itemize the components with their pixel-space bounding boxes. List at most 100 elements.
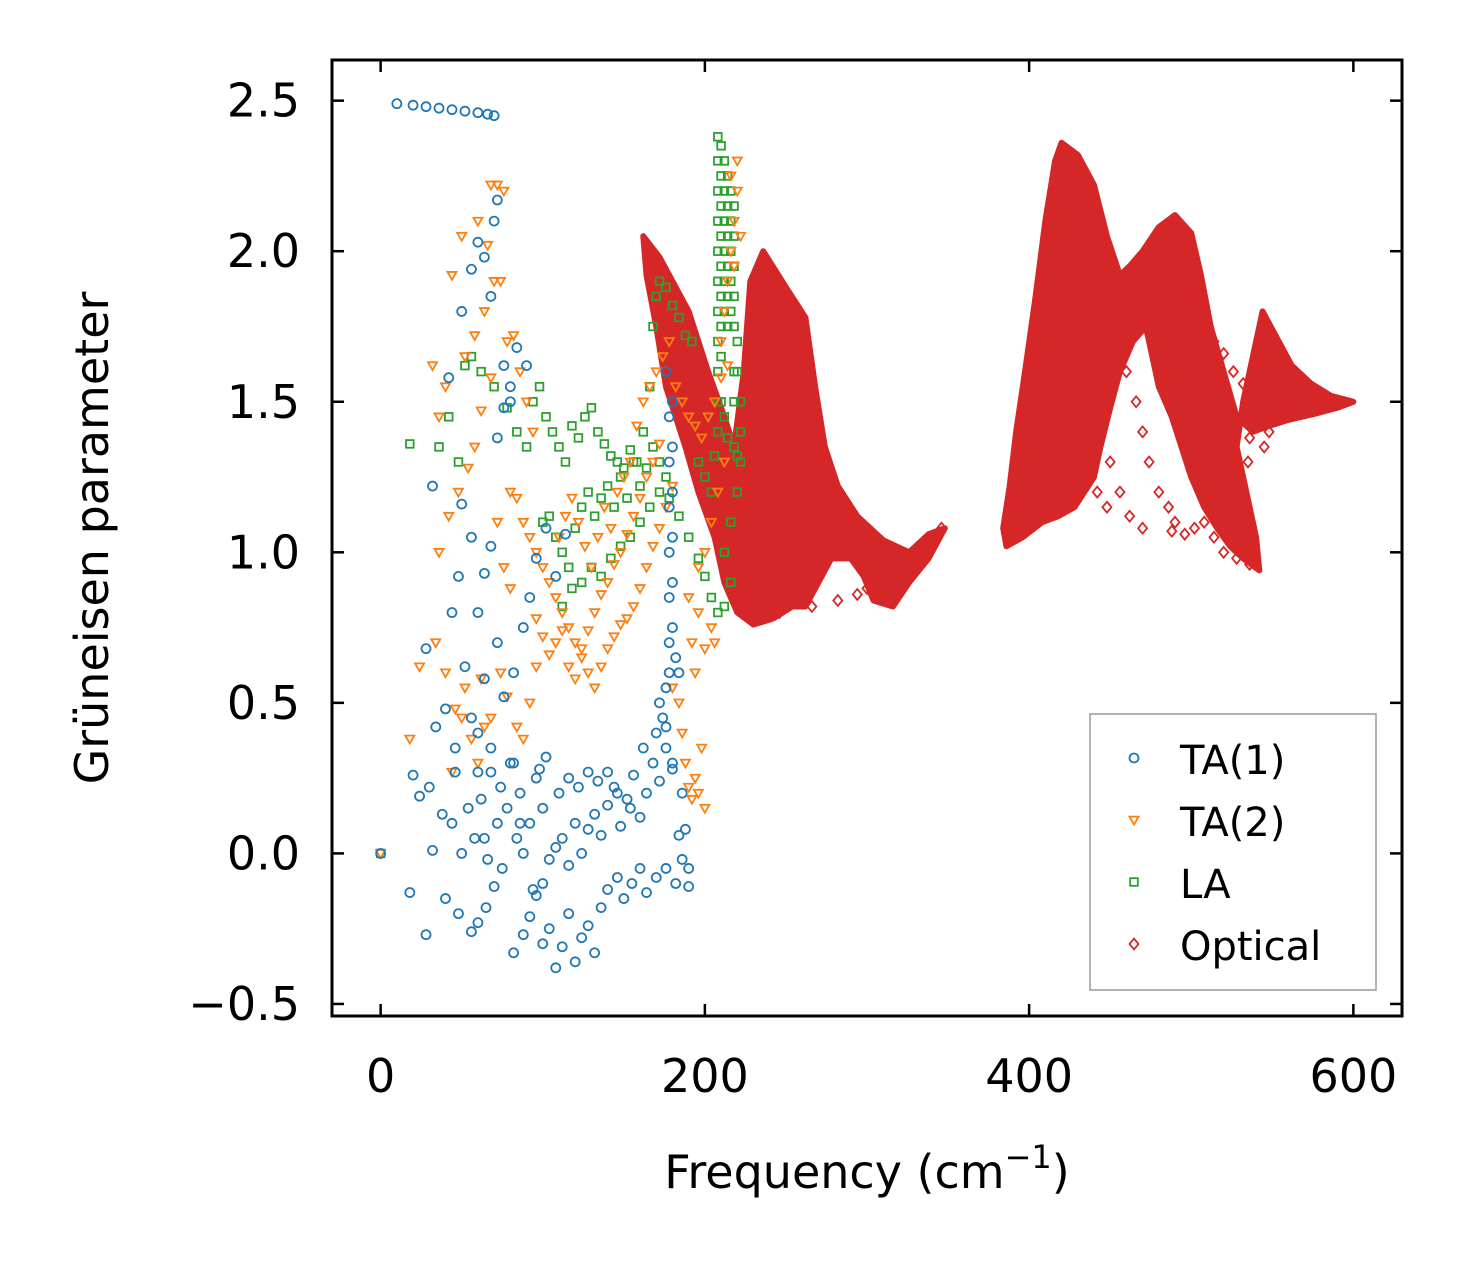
data-point (588, 683, 601, 695)
legend-label: TA(2) (1179, 800, 1285, 846)
data-point (793, 587, 805, 602)
data-point (851, 587, 863, 602)
data-point (721, 277, 734, 288)
data-point (628, 769, 639, 781)
data-point (480, 902, 492, 914)
data-point (640, 472, 653, 484)
data-point (682, 412, 695, 424)
data-point (612, 457, 623, 467)
data-point (414, 790, 425, 802)
data-point (468, 331, 481, 342)
data-point (654, 276, 665, 287)
data-point (449, 742, 461, 754)
data-point (1169, 515, 1181, 529)
data-point (514, 367, 527, 378)
data-point (660, 863, 672, 874)
data-point (1227, 364, 1240, 379)
data-point (619, 463, 629, 473)
data-point (556, 626, 569, 637)
x-axis-label: Frequency (cm−1) (664, 1138, 1069, 1199)
data-point (667, 622, 678, 633)
data-point (711, 487, 724, 499)
data-point (680, 823, 691, 835)
data-point (511, 832, 523, 844)
data-point (713, 607, 723, 618)
data-point (554, 442, 564, 452)
data-point (627, 511, 640, 523)
data-point (582, 668, 595, 680)
data-point (719, 601, 730, 612)
data-point (440, 703, 451, 715)
legend-marker-optical (1128, 937, 1140, 951)
data-point (436, 808, 448, 820)
data-point (719, 186, 730, 196)
data-point (407, 99, 419, 111)
data-point (713, 276, 723, 287)
data-point (494, 668, 507, 680)
data-point (578, 542, 591, 553)
data-point (430, 721, 442, 733)
data-point (543, 854, 555, 865)
data-point (1075, 304, 1087, 319)
data-point (614, 620, 627, 631)
data-point (595, 902, 607, 914)
data-point (455, 713, 468, 725)
data-point (1123, 509, 1136, 523)
data-point (498, 691, 510, 703)
data-point (524, 817, 536, 829)
data-point (449, 704, 462, 716)
data-point (420, 643, 432, 655)
data-point (626, 878, 638, 889)
data-point (540, 522, 552, 534)
data-point (508, 947, 519, 959)
y-tick-label: 0.0 (227, 826, 300, 880)
data-point (517, 517, 530, 529)
data-point (731, 156, 744, 168)
data-point (494, 277, 507, 288)
data-point (589, 511, 600, 521)
legend-marker-la (1129, 877, 1139, 887)
data-point (565, 493, 578, 505)
data-point (624, 457, 637, 469)
data-point (491, 517, 504, 529)
data-point (606, 451, 616, 461)
data-point (537, 938, 549, 950)
data-point (698, 644, 711, 655)
data-point (453, 908, 464, 920)
data-point (595, 590, 608, 601)
x-tick-label: 200 (661, 1049, 749, 1103)
data-point (476, 366, 486, 377)
data-point (648, 321, 658, 332)
data-point (641, 787, 652, 799)
data-point (472, 766, 484, 778)
data-point (1104, 455, 1116, 469)
data-point (645, 502, 655, 512)
data-point (484, 713, 497, 725)
data-point (663, 501, 675, 513)
data-point (685, 794, 698, 806)
data-point (643, 382, 656, 394)
data-point (728, 261, 741, 273)
data-point (700, 472, 710, 482)
data-point (478, 673, 490, 685)
data-point (751, 515, 763, 529)
data-point (1130, 394, 1142, 409)
data-point (478, 251, 490, 263)
data-point (582, 920, 594, 932)
data-point (608, 632, 621, 643)
data-point (716, 231, 726, 241)
data-point (1230, 551, 1243, 566)
data-point (1263, 425, 1275, 439)
data-point (698, 803, 711, 815)
data-point (504, 757, 516, 769)
data-point (1282, 400, 1295, 415)
data-point (530, 614, 543, 625)
data-point (661, 472, 671, 482)
data-point (403, 734, 416, 746)
data-point (585, 563, 598, 574)
data-point (456, 306, 468, 317)
data-point (472, 727, 484, 739)
data-point (444, 412, 454, 422)
data-point (530, 548, 543, 559)
data-point (453, 457, 464, 467)
